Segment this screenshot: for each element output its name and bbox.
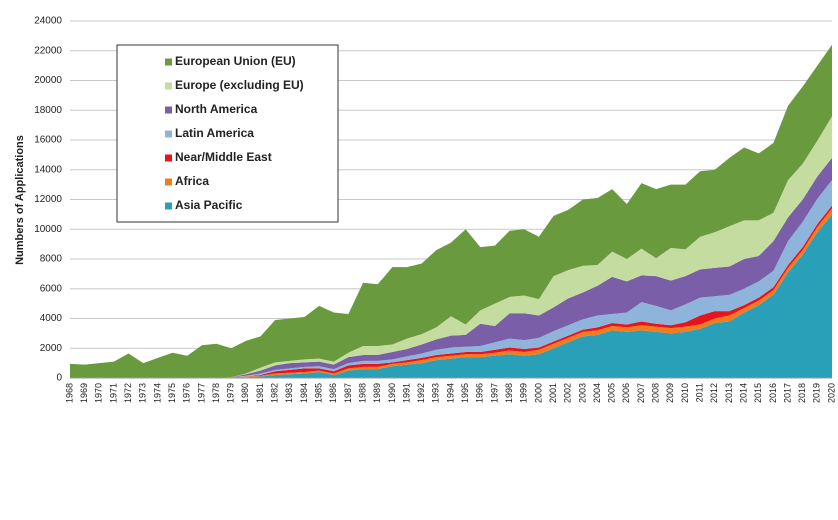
y-tick-label: 16000 — [34, 135, 62, 146]
y-tick-label: 10000 — [34, 224, 62, 235]
x-tick-label: 2009 — [665, 383, 675, 403]
area — [70, 214, 832, 378]
x-tick-label: 1975 — [167, 383, 177, 403]
x-tick-label: 1990 — [387, 383, 397, 403]
x-tick-label: 2017 — [782, 383, 792, 403]
x-tick-label: 1973 — [138, 383, 148, 403]
legend-swatch — [165, 154, 172, 162]
x-tick-label: 2010 — [680, 383, 690, 403]
y-tick-label: 24000 — [34, 16, 62, 27]
x-tick-label: 1989 — [372, 383, 382, 403]
x-tick-label: 1976 — [182, 383, 192, 403]
legend-swatch — [165, 130, 172, 138]
x-tick-label: 1993 — [431, 383, 441, 403]
y-tick-label: 8000 — [40, 254, 63, 265]
x-tick-label: 1974 — [152, 383, 162, 403]
x-tick-label: 2016 — [768, 383, 778, 403]
x-tick-label: 2019 — [812, 383, 822, 403]
x-tick-label: 1994 — [445, 383, 455, 403]
x-tick-label: 1987 — [343, 383, 353, 403]
x-tick-label: 2000 — [533, 383, 543, 403]
x-tick-label: 2004 — [592, 383, 602, 403]
legend-swatch — [165, 178, 172, 186]
x-tick-label: 2007 — [636, 383, 646, 403]
legend-label: North America — [175, 102, 258, 116]
x-tick-label: 2001 — [548, 383, 558, 403]
legend-label: European Union (EU) — [175, 54, 296, 68]
legend-swatch — [165, 106, 172, 114]
x-tick-label: 2005 — [607, 383, 617, 403]
x-tick-label: 1968 — [64, 383, 74, 403]
legend-label: Africa — [175, 174, 209, 188]
legend-label: Asia Pacific — [175, 198, 243, 212]
y-tick-label: 20000 — [34, 75, 62, 86]
x-tick-label: 2006 — [621, 383, 631, 403]
x-tick-label: 1969 — [79, 383, 89, 403]
legend-swatch — [165, 82, 172, 90]
x-tick-label: 1977 — [196, 383, 206, 403]
y-tick-label: 4000 — [40, 313, 63, 324]
legend-label: Latin America — [175, 126, 254, 140]
legend-swatch — [165, 58, 172, 66]
y-axis-title: Numbers of Applications — [14, 135, 26, 265]
y-tick-label: 2000 — [40, 343, 63, 354]
x-tick-label: 1981 — [255, 383, 265, 403]
x-tick-label: 1985 — [313, 383, 323, 403]
x-tick-label: 2008 — [651, 383, 661, 403]
x-tick-label: 1978 — [211, 383, 221, 403]
y-tick-label: 12000 — [34, 194, 62, 205]
x-tick-label: 1970 — [94, 383, 104, 403]
x-tick-label: 1983 — [284, 383, 294, 403]
x-tick-label: 1998 — [504, 383, 514, 403]
x-tick-label: 1999 — [519, 383, 529, 403]
x-tick-label: 2012 — [709, 383, 719, 403]
legend-swatch — [165, 202, 172, 210]
legend-label: Europe (excluding EU) — [175, 78, 304, 92]
x-tick-label: 1996 — [475, 383, 485, 403]
x-tick-label: 1995 — [460, 383, 470, 403]
x-tick-label: 2018 — [797, 383, 807, 403]
y-tick-label: 18000 — [34, 105, 62, 116]
x-tick-label: 1991 — [401, 383, 411, 403]
y-tick-label: 14000 — [34, 164, 62, 175]
x-tick-label: 1980 — [240, 383, 250, 403]
legend-label: Near/Middle East — [175, 150, 272, 164]
y-tick-label: 0 — [56, 373, 62, 384]
x-tick-label: 1986 — [328, 383, 338, 403]
x-tick-label: 1982 — [270, 383, 280, 403]
x-tick-label: 2015 — [753, 383, 763, 403]
x-tick-label: 1979 — [226, 383, 236, 403]
x-tick-label: 2014 — [738, 383, 748, 403]
area — [70, 116, 832, 378]
y-tick-label: 6000 — [40, 283, 63, 294]
legend-box — [116, 44, 339, 223]
area — [70, 44, 832, 379]
x-tick-label: 2003 — [577, 383, 587, 403]
x-tick-label: 1988 — [357, 383, 367, 403]
x-tick-label: 1971 — [108, 383, 118, 403]
x-tick-label: 1984 — [299, 383, 309, 403]
x-tick-label: 2013 — [724, 383, 734, 403]
x-tick-label: 2020 — [826, 383, 836, 403]
y-tick-label: 22000 — [34, 45, 62, 56]
x-tick-label: 2011 — [694, 383, 704, 402]
x-tick-label: 1992 — [416, 383, 426, 403]
legend: European Union (EU) Europe (excluding EU)… — [116, 44, 339, 223]
x-tick-label: 2002 — [563, 383, 573, 403]
x-tick-label: 1997 — [489, 383, 499, 403]
x-tick-label: 1972 — [123, 383, 133, 403]
